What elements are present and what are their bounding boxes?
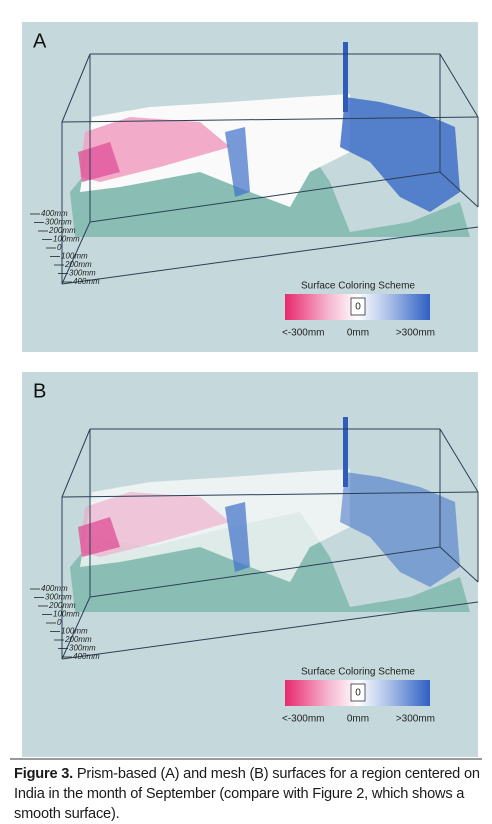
- surface-blue-left: [225, 127, 250, 197]
- axis-label: 200mm: [64, 635, 92, 644]
- caption-label: Figure 3.: [14, 766, 74, 782]
- legend-center-box: [350, 683, 366, 702]
- legend-right: >300mm: [396, 714, 435, 725]
- legend-middle: 0mm: [347, 328, 369, 339]
- legend-title: Surface Coloring Scheme: [301, 281, 415, 292]
- surface-pink-dark: [78, 142, 120, 182]
- panel: A400mm300mm200mm100mm0100mm200mm300mm400…: [22, 22, 479, 352]
- surface-blue: [340, 97, 460, 212]
- legend-left: <-300mm: [282, 714, 325, 725]
- legend-middle: 0mm: [347, 714, 369, 725]
- axis-label: 100mm: [61, 627, 88, 636]
- box-edge: [439, 53, 479, 118]
- box-edge: [61, 53, 91, 123]
- axis-label: 200mm: [48, 226, 76, 235]
- axis-label: 100mm: [61, 252, 88, 261]
- panel: B400mm300mm200mm100mm0100mm200mm300mm400…: [22, 372, 479, 757]
- figure: A400mm300mm200mm100mm0100mm200mm300mm400…: [10, 22, 482, 760]
- legend-center: 0: [355, 688, 361, 699]
- box-edge: [439, 171, 479, 208]
- axis-label: 100mm: [53, 610, 80, 619]
- box-edge: [89, 171, 441, 223]
- axis-label: 300mm: [45, 218, 72, 227]
- box-edge: [61, 491, 479, 498]
- axis-label: 200mm: [64, 260, 92, 269]
- axis-label: 400mm: [73, 277, 100, 286]
- legend-left: <-300mm: [282, 328, 325, 339]
- box-edge: [61, 116, 479, 123]
- axis-label: 200mm: [48, 601, 76, 610]
- axis-label: 400mm: [41, 584, 68, 593]
- caption-text: Prism-based (A) and mesh (B) surfaces fo…: [14, 766, 480, 822]
- caption: Figure 3. Prism-based (A) and mesh (B) s…: [14, 764, 482, 824]
- axis-label: 400mm: [73, 652, 100, 661]
- legend-right: >300mm: [396, 328, 435, 339]
- legend-center: 0: [355, 302, 361, 313]
- spike: [343, 42, 348, 112]
- box-edge: [439, 428, 479, 493]
- axis-label: 400mm: [41, 209, 68, 218]
- spike: [343, 417, 348, 487]
- axis-label: 0: [57, 243, 62, 252]
- surface-blue: [340, 472, 460, 587]
- box-edge: [61, 226, 479, 285]
- axis-label: 300mm: [45, 593, 72, 602]
- box-edge: [439, 546, 479, 583]
- legend-title: Surface Coloring Scheme: [301, 667, 415, 678]
- axis-label: 0: [57, 618, 62, 627]
- surface-pink-dark: [78, 517, 120, 557]
- axis-label: 300mm: [69, 644, 96, 653]
- legend-center-box: [350, 297, 366, 316]
- axis-label: 100mm: [53, 235, 80, 244]
- panel-label: A: [33, 30, 47, 52]
- surface-blue-left: [225, 502, 250, 572]
- box-edge: [89, 546, 441, 598]
- box-edge: [61, 601, 479, 660]
- panel-label: B: [33, 380, 46, 402]
- axis-label: 300mm: [69, 269, 96, 278]
- box-edge: [61, 428, 91, 498]
